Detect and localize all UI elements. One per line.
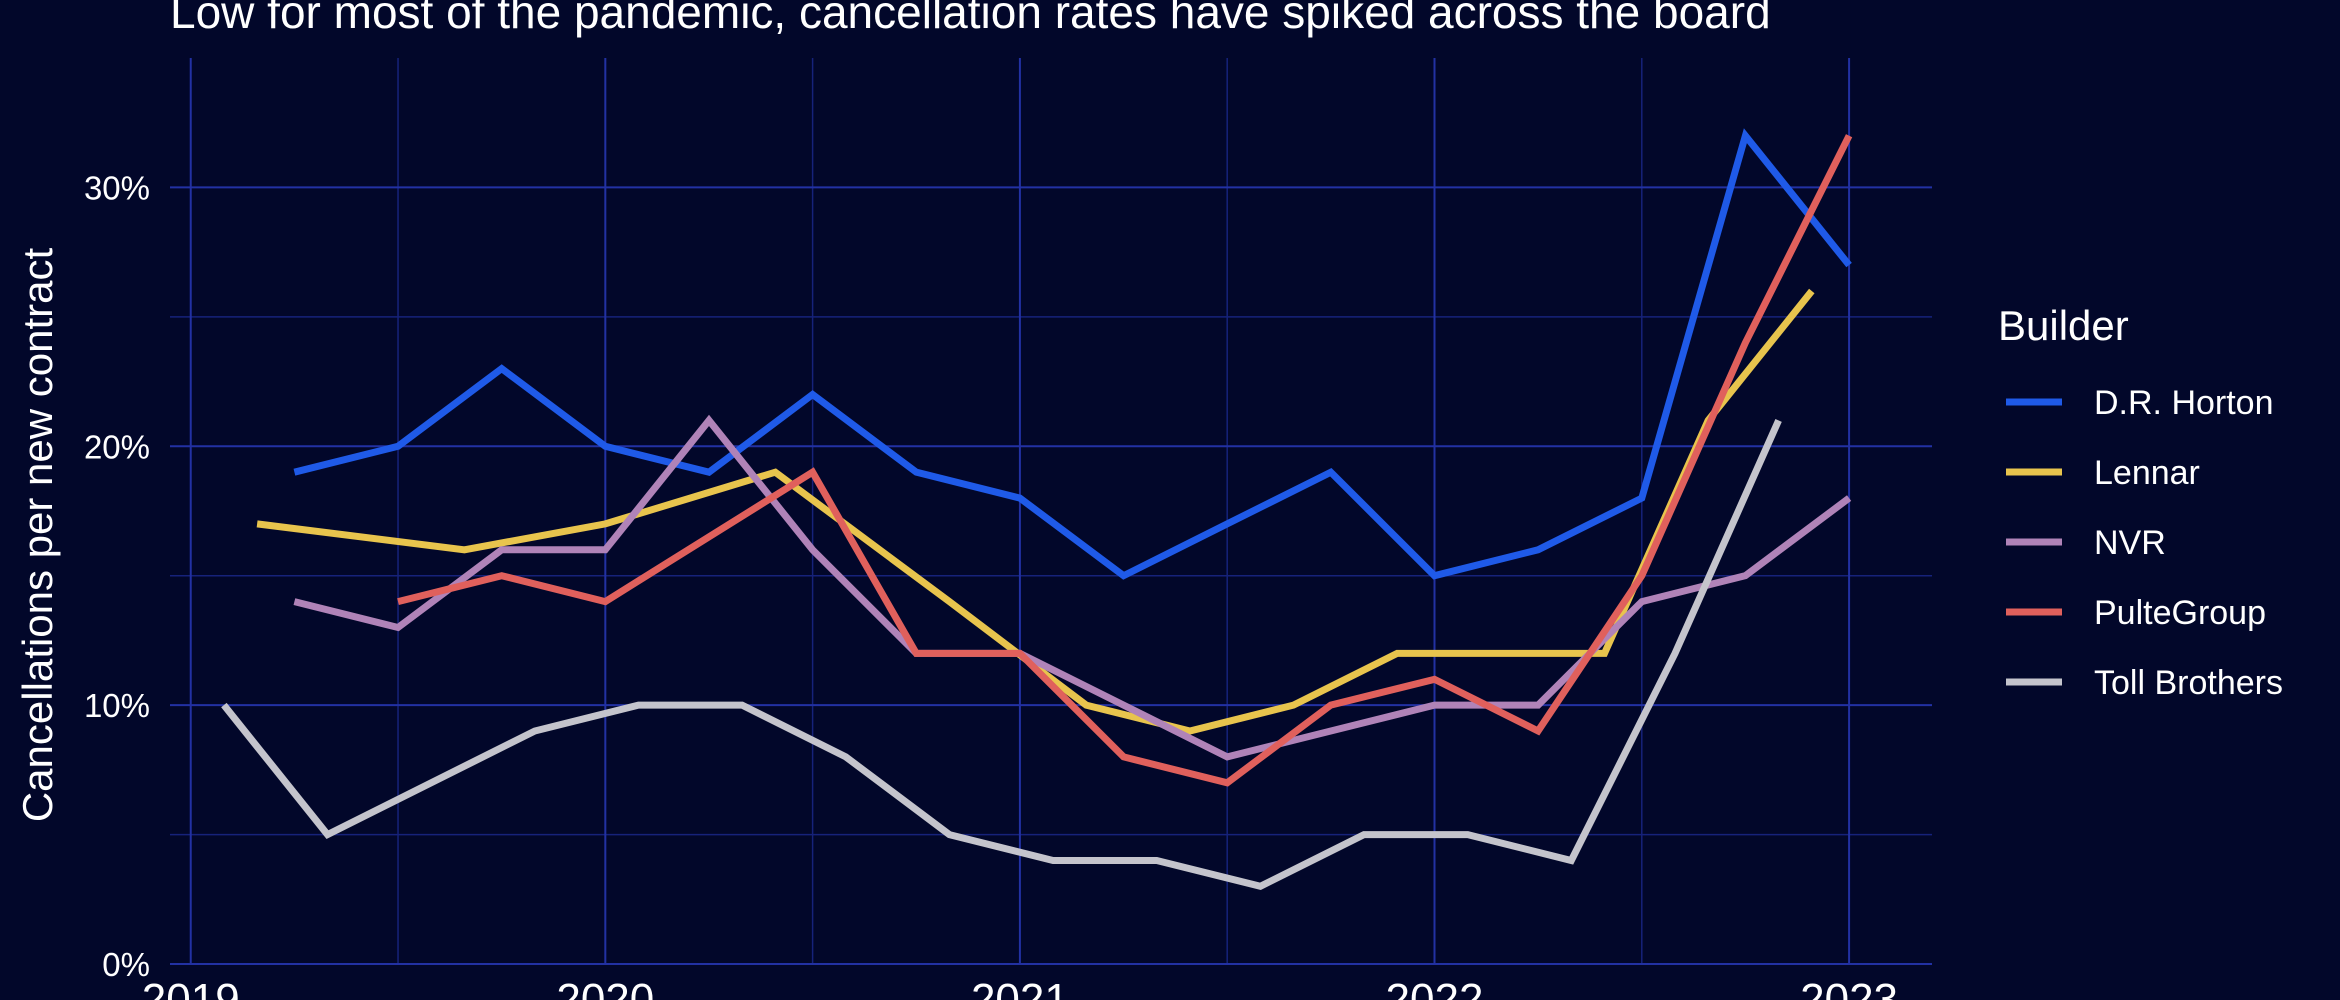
legend-label-toll-brothers: Toll Brothers — [2094, 664, 2283, 702]
x-tick-label: 2019 — [142, 975, 240, 1000]
legend-label-lennar: Lennar — [2094, 454, 2200, 492]
y-tick-label: 20% — [84, 428, 150, 465]
x-tick-label: 2022 — [1386, 975, 1484, 1000]
legend-label-d-r-horton: D.R. Horton — [2094, 384, 2274, 422]
legend-title: Builder — [1998, 302, 2129, 349]
x-tick-label: 2023 — [1800, 975, 1898, 1000]
x-tick-label: 2020 — [556, 975, 654, 1000]
legend-label-nvr: NVR — [2094, 524, 2166, 562]
series-line-d-r-horton — [293, 128, 1852, 580]
y-tick-label: 10% — [84, 687, 150, 724]
x-tick-label: 2021 — [971, 975, 1069, 1000]
y-tick-label: 30% — [84, 169, 150, 206]
axes: 2019 2020 2021 2022 2023 0% 10% 20% 30% — [84, 169, 1898, 1000]
y-tick-label: 0% — [102, 946, 150, 983]
chart-title: Low for most of the pandemic, cancellati… — [170, 0, 1771, 38]
series-line-toll-brothers — [221, 418, 1782, 891]
legend-label-pultegroup: PulteGroup — [2094, 594, 2266, 632]
series-line-lennar — [256, 288, 1815, 735]
y-axis-label: Cancellations per new contract — [14, 248, 61, 823]
series-line-pultegroup — [397, 134, 1853, 787]
series-lines — [221, 128, 1853, 891]
legend: Builder D.R. Horton Lennar NVR PulteGroup To… — [1998, 302, 2283, 702]
